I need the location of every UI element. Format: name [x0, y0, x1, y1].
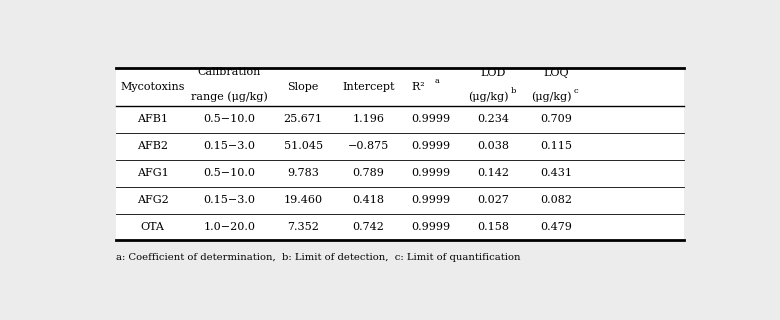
Text: 0.479: 0.479 — [540, 222, 572, 232]
Text: 0.9999: 0.9999 — [411, 195, 451, 205]
Text: Mycotoxins: Mycotoxins — [120, 82, 185, 92]
Text: 0.9999: 0.9999 — [411, 114, 451, 124]
Text: 0.027: 0.027 — [477, 195, 509, 205]
Text: 0.431: 0.431 — [540, 168, 572, 178]
Text: 0.115: 0.115 — [540, 141, 572, 151]
Text: c: c — [573, 87, 578, 95]
Text: 0.418: 0.418 — [353, 195, 385, 205]
Text: 0.158: 0.158 — [477, 222, 509, 232]
Text: AFG1: AFG1 — [136, 168, 168, 178]
Text: 0.789: 0.789 — [353, 168, 385, 178]
Text: 0.9999: 0.9999 — [411, 222, 451, 232]
Bar — [115, 68, 684, 240]
Text: Intercept: Intercept — [342, 82, 395, 92]
Text: 0.142: 0.142 — [477, 168, 509, 178]
Text: a: Coefficient of determination,  b: Limit of detection,  c: Limit of quantifica: a: Coefficient of determination, b: Limi… — [115, 253, 520, 262]
Text: range (μg/kg): range (μg/kg) — [191, 92, 268, 102]
Text: AFG2: AFG2 — [136, 195, 168, 205]
Text: 0.742: 0.742 — [353, 222, 385, 232]
Text: 0.5−10.0: 0.5−10.0 — [204, 168, 255, 178]
Text: 0.234: 0.234 — [477, 114, 509, 124]
Text: 7.352: 7.352 — [287, 222, 319, 232]
Text: 25.671: 25.671 — [284, 114, 323, 124]
Text: 9.783: 9.783 — [287, 168, 319, 178]
Text: OTA: OTA — [140, 222, 165, 232]
Text: 1.0−20.0: 1.0−20.0 — [204, 222, 255, 232]
Text: a: a — [434, 77, 439, 85]
Text: 19.460: 19.460 — [284, 195, 323, 205]
Text: R²: R² — [412, 82, 428, 92]
Text: LOD: LOD — [480, 68, 506, 78]
Text: LOQ: LOQ — [543, 68, 569, 78]
Text: AFB1: AFB1 — [137, 114, 168, 124]
Text: 0.15−3.0: 0.15−3.0 — [204, 195, 255, 205]
Text: AFB2: AFB2 — [137, 141, 168, 151]
Text: 0.5−10.0: 0.5−10.0 — [204, 114, 255, 124]
Text: Slope: Slope — [288, 82, 319, 92]
Text: 1.196: 1.196 — [353, 114, 385, 124]
Text: b: b — [511, 87, 516, 95]
Text: 51.045: 51.045 — [284, 141, 323, 151]
Text: 0.709: 0.709 — [540, 114, 572, 124]
Text: 0.9999: 0.9999 — [411, 168, 451, 178]
Text: 0.15−3.0: 0.15−3.0 — [204, 141, 255, 151]
Text: (μg/kg): (μg/kg) — [469, 92, 509, 102]
Text: (μg/kg): (μg/kg) — [531, 92, 572, 102]
Text: 0.9999: 0.9999 — [411, 141, 451, 151]
Text: Calibration: Calibration — [197, 67, 261, 77]
Text: 0.038: 0.038 — [477, 141, 509, 151]
Text: −0.875: −0.875 — [348, 141, 389, 151]
Text: 0.082: 0.082 — [540, 195, 572, 205]
